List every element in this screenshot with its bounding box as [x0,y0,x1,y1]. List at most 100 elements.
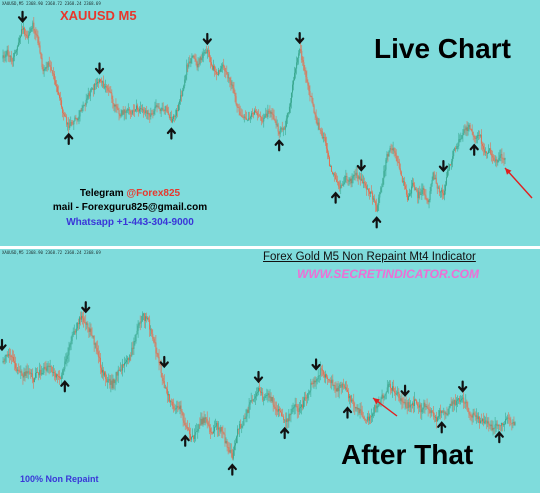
candle-body [336,387,338,392]
candle-body [462,397,464,399]
candle-body [440,410,442,413]
candle-body [471,129,473,132]
candle-body [278,131,280,135]
candle-body [206,49,208,54]
candle-body [291,409,293,414]
candle-body [382,178,384,187]
candle-body [305,71,307,78]
candle-body [459,139,461,140]
candle-body [486,420,488,424]
candle-body [92,88,94,91]
candle-body [37,372,39,373]
candle-body [353,401,355,407]
candle-body [428,408,430,410]
candle-body [28,34,30,38]
candle-body [208,424,210,429]
candle-body [193,435,195,440]
candle-body [203,417,205,423]
candle-body [456,146,458,149]
candle-body [53,372,55,374]
whatsapp-line[interactable]: Whatsapp +1-443-304-9000 [66,217,194,228]
candle-body [3,55,5,58]
candle-body [337,387,339,392]
candle-body [124,109,126,113]
candle-body [251,399,253,401]
candle-body [163,109,165,111]
candle-body [441,410,443,413]
buy-signal-arrow-icon [331,191,341,204]
candle-body [246,409,248,417]
candle-body [479,134,481,136]
candle-body [492,427,494,431]
candle-body [154,342,156,344]
candle-body [96,81,98,84]
candle-body [266,395,268,396]
candle-body [338,386,340,392]
candle-body [307,393,309,399]
sell-signal-arrow-icon [438,160,449,173]
candle-body [246,119,248,121]
candle-body [454,399,456,406]
candle-body [279,410,281,413]
candle-body [153,111,155,114]
candle-body [216,71,218,75]
candle-body [211,432,213,434]
candle-body [206,418,208,423]
candle-body [185,425,187,427]
candle-body [250,399,252,403]
candle-body [296,405,298,412]
candle-body [127,109,129,111]
candle-body [36,372,38,374]
candle-body [72,123,74,125]
candle-body [182,90,184,96]
candle-body [20,371,22,373]
candle-body [259,115,261,117]
candle-body [339,384,341,387]
candle-body [233,445,235,450]
candle-body [111,93,113,100]
candle-body [93,83,95,91]
candle-body [319,129,321,131]
candle-body [346,176,348,180]
candle-body [11,356,13,358]
candle-body [150,329,152,331]
candle-body [269,111,271,114]
candle-body [326,148,328,153]
candle-body [497,424,499,427]
candle-body [46,366,48,371]
candle-body [182,412,184,421]
candle-body [217,74,219,75]
candle-body [276,410,278,412]
candle-body [117,369,119,376]
candle-body [393,148,395,152]
candle-body [367,416,369,421]
candle-body [166,389,168,396]
candle-body [449,404,451,408]
email-line[interactable]: mail - Forexguru825@gmail.com [52,202,208,213]
candle-body [256,392,258,394]
candle-body [438,416,440,418]
candle-body [385,392,387,394]
candle-body [245,118,247,120]
candle-body [107,380,109,383]
candle-body [296,62,298,69]
non-repaint-label: 100% Non Repaint [20,474,99,484]
candle-body [141,108,143,110]
candle-body [484,421,486,423]
candle-body [235,96,237,104]
candle-body [490,424,492,427]
telegram-handle[interactable]: @Forex825 [126,188,181,199]
candle-body [140,321,142,324]
candle-body [148,112,150,116]
candle-body [141,315,143,322]
candle-body [338,182,340,187]
candle-body [104,86,106,88]
candle-body [331,165,333,172]
candle-body [492,155,494,158]
candle-body [228,447,230,453]
website-link[interactable]: WWW.SECRETINDICATOR.COM [297,267,479,281]
candle-body [491,153,493,156]
candle-body [14,52,16,54]
candle-body [277,124,279,132]
candle-body [74,117,76,121]
